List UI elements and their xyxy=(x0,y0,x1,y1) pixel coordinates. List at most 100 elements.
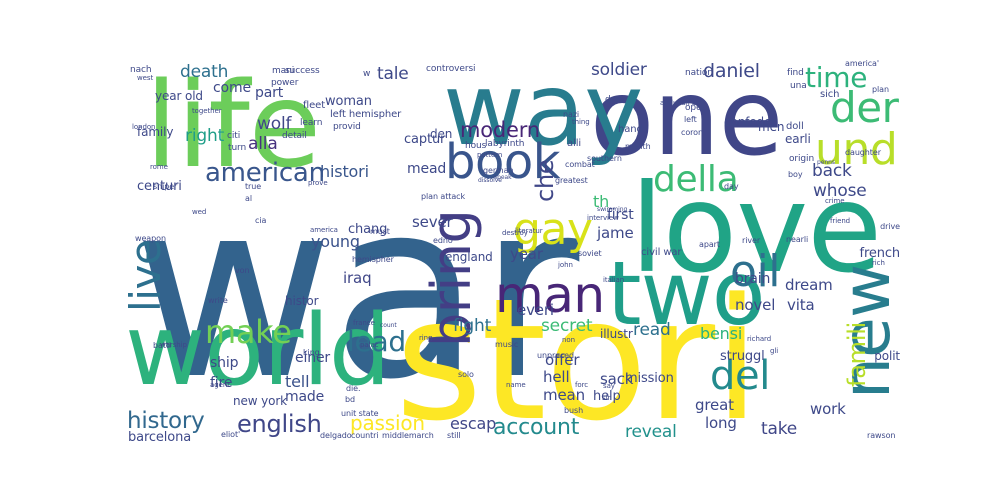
cloud-word-daniel: daniel xyxy=(703,60,760,82)
cloud-word-tell: tell xyxy=(285,372,310,391)
cloud-word-bensi: bensi xyxy=(700,324,743,343)
cloud-word-jame: jame xyxy=(597,224,634,242)
cloud-word-plan: plan xyxy=(872,85,889,94)
cloud-word-penns: penns xyxy=(817,159,835,166)
cloud-word-ring: ring xyxy=(419,334,433,342)
cloud-word-boy: boy xyxy=(788,170,803,179)
cloud-word-new-york: new york xyxy=(233,394,287,408)
cloud-word-plan-attack: plan attack xyxy=(421,192,466,201)
cloud-word-edno: edno xyxy=(433,236,453,245)
cloud-word-america: america' xyxy=(845,60,879,68)
cloud-word-passion: passion xyxy=(350,411,425,435)
cloud-word-left-hemispher: left hemispher xyxy=(330,109,402,120)
cloud-word-chang: chang xyxy=(348,222,388,237)
cloud-word-non: non xyxy=(562,336,575,344)
cloud-word-river: river xyxy=(742,236,761,245)
cloud-word-day: day xyxy=(724,182,739,191)
cloud-word-help: help xyxy=(593,389,621,404)
cloud-word-woman: woman xyxy=(325,94,372,109)
cloud-word-und: und xyxy=(815,124,898,175)
cloud-word-work: work xyxy=(810,400,846,418)
cloud-word-labyrinth: labyrinth xyxy=(485,139,525,149)
cloud-word-brain: brain xyxy=(735,271,771,287)
cloud-word-draw: draw xyxy=(605,95,627,105)
cloud-word-destroy: destroy xyxy=(502,229,528,237)
cloud-word-controversi: controversi xyxy=(426,64,476,74)
cloud-word-delgado: delgado xyxy=(320,431,352,440)
cloud-word-nearli: nearli xyxy=(786,235,809,244)
cloud-word-london: london xyxy=(132,123,156,131)
cloud-word-von: von xyxy=(235,266,250,275)
cloud-word-john: john xyxy=(558,261,573,269)
cloud-word-back: back xyxy=(812,161,852,181)
cloud-word-eliot: eliot' xyxy=(221,430,241,439)
cloud-word-hous: hous xyxy=(465,141,487,151)
cloud-word-drive: drive xyxy=(880,222,900,231)
cloud-word-crime: crime xyxy=(825,197,845,205)
cloud-word-family: family xyxy=(137,125,174,139)
cloud-word-histor: histor xyxy=(285,294,319,308)
cloud-word-america: america xyxy=(310,226,338,234)
cloud-word-young: young xyxy=(311,232,360,251)
cloud-word-oil: oil xyxy=(730,246,781,297)
cloud-word-nach: nach xyxy=(130,65,152,75)
cloud-word-still: still xyxy=(447,431,461,440)
cloud-word-abdullah-bey: abdullah bey xyxy=(660,99,705,107)
cloud-word-long: long xyxy=(705,414,737,432)
cloud-word-stori: stori xyxy=(395,262,760,444)
cloud-word-sever: sever xyxy=(412,213,453,231)
cloud-word-made: made xyxy=(285,389,325,405)
cloud-word-soviet: soviet xyxy=(578,249,602,258)
word-cloud: war stori life love world one way new two book man… xyxy=(125,60,900,444)
cloud-word-everi: everi xyxy=(517,301,554,319)
cloud-word-che: che xyxy=(531,159,559,202)
cloud-word-bd: bd xyxy=(345,395,355,404)
cloud-word-al: al xyxy=(245,194,252,203)
cloud-word-live: live xyxy=(125,239,170,312)
cloud-word-greatest: greatest xyxy=(555,176,588,185)
cloud-word-origin: origin xyxy=(789,154,815,164)
cloud-word-mani: mani xyxy=(272,66,295,76)
cloud-word-ship: ship xyxy=(210,355,239,371)
cloud-word-sich: sich xyxy=(820,89,840,100)
cloud-word-modern: modern xyxy=(460,118,540,142)
cloud-word-pattern: pattern xyxy=(477,151,503,159)
cloud-word-interview: interview xyxy=(587,214,619,222)
cloud-word-rome: rome xyxy=(150,163,168,171)
cloud-word-dissolve: dissolve xyxy=(478,177,502,184)
cloud-word-hell: hell xyxy=(543,368,570,386)
cloud-word-power: power xyxy=(271,78,299,88)
cloud-word-success: success xyxy=(285,66,320,76)
cloud-word-english: english xyxy=(237,410,322,438)
cloud-word-speak: speak xyxy=(494,174,512,181)
cloud-word-war: war xyxy=(133,148,579,433)
cloud-word-left: left xyxy=(684,115,697,124)
cloud-word-iraq: iraq xyxy=(343,269,372,287)
cloud-word-history: history xyxy=(127,408,205,434)
cloud-word-unpreced: unpreced xyxy=(537,351,575,360)
cloud-word-weapon: weapon xyxy=(135,234,166,243)
cloud-word-alli: alli xyxy=(567,138,582,149)
cloud-word-two: two xyxy=(607,242,766,345)
cloud-word-histori: histori xyxy=(320,162,369,181)
cloud-word-den: den xyxy=(430,127,453,141)
cloud-word-french: french xyxy=(859,246,900,261)
cloud-word-england: england xyxy=(445,250,493,264)
cloud-word-man: man xyxy=(495,266,605,324)
cloud-word-nation: nation xyxy=(685,68,713,78)
cloud-word-vita: vita xyxy=(787,296,815,314)
cloud-word-friend: friend xyxy=(830,217,851,225)
cloud-word-novel: novel xyxy=(735,296,776,314)
cloud-word-fleet: fleet xyxy=(303,100,326,111)
cloud-word-unit-state: unit state xyxy=(341,409,379,418)
cloud-word-world: world xyxy=(125,294,391,408)
cloud-word-die: die. xyxy=(346,384,361,393)
cloud-word-part: part xyxy=(255,85,284,101)
cloud-word-battl: battl xyxy=(153,341,172,350)
cloud-word-german: german xyxy=(483,166,514,175)
cloud-word-prove: prove xyxy=(308,179,328,187)
cloud-word-west: west xyxy=(137,74,154,82)
cloud-word-whose: whose xyxy=(813,181,867,201)
cloud-word-w: w xyxy=(363,69,371,79)
cloud-word-della: della xyxy=(653,159,739,200)
